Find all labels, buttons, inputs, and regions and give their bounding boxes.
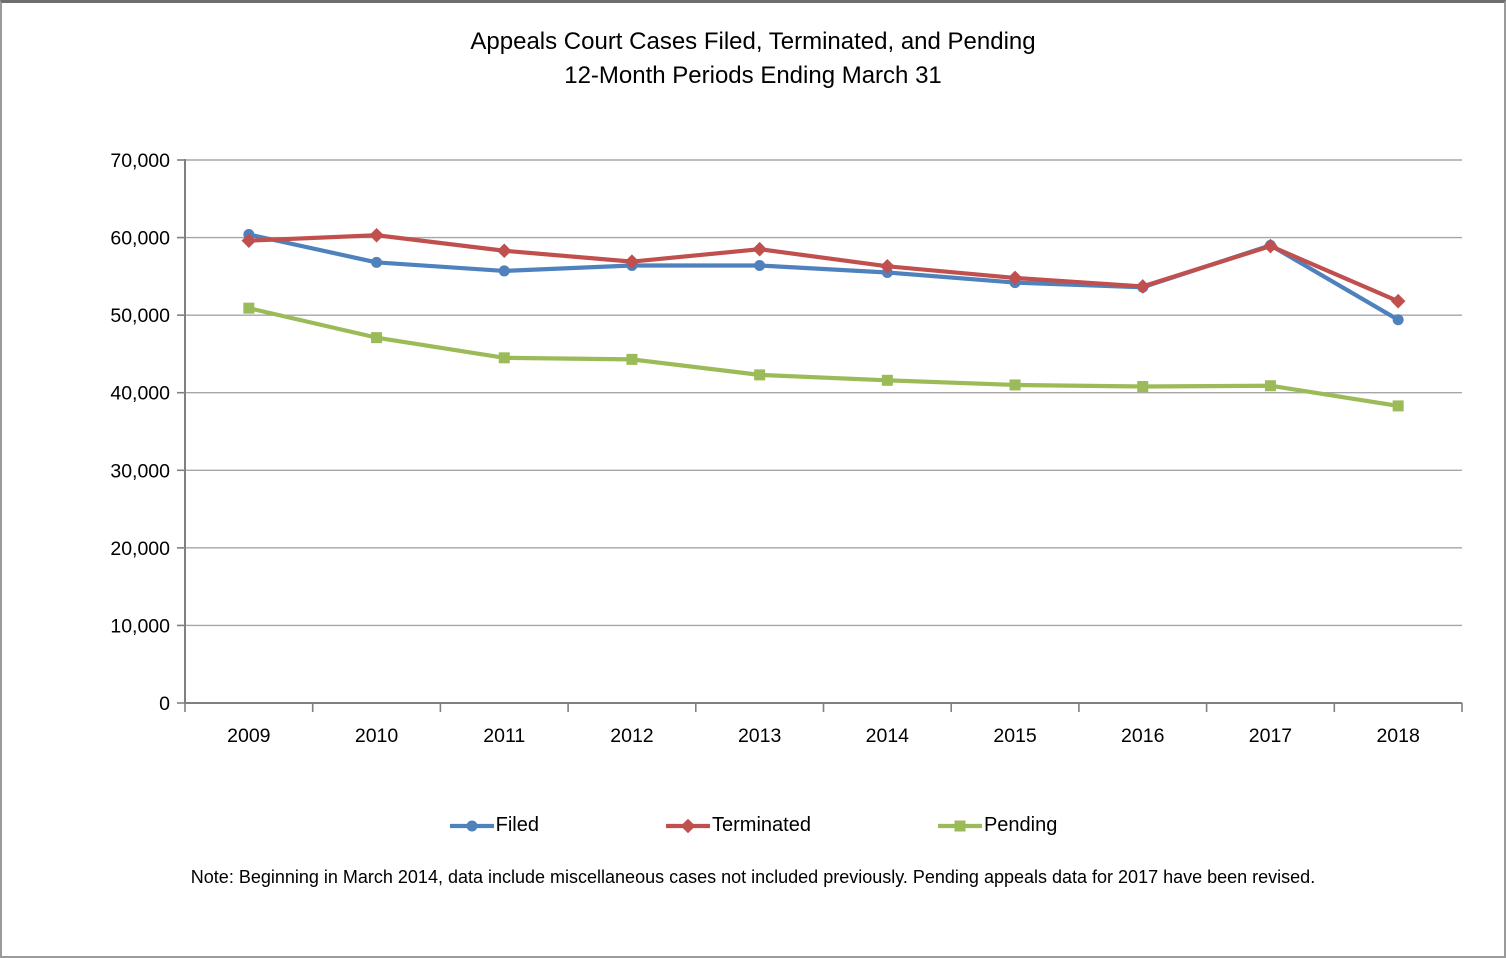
square-marker-icon: [371, 332, 383, 344]
chart-legend: Filed Terminated Pending: [2, 814, 1504, 837]
x-tick-label: 2009: [227, 725, 270, 747]
circle-marker-icon: [1392, 314, 1404, 326]
legend-label: Pending: [983, 814, 1058, 836]
diamond-marker-icon: [1135, 279, 1151, 294]
x-tick-label: 2013: [738, 725, 781, 747]
square-marker-icon: [1264, 380, 1276, 392]
y-tick-label: 70,000: [110, 150, 170, 172]
footnote: Note: Beginning in March 2014, data incl…: [190, 867, 1316, 887]
y-tick-label: 0: [159, 693, 170, 715]
series-markers-filed: [243, 228, 1404, 326]
diamond-marker-icon: [752, 241, 767, 257]
x-tick-label: 2010: [355, 725, 399, 747]
x-tick-label: 2018: [1376, 725, 1419, 747]
series-line-terminated: [246, 233, 1401, 304]
diamond-marker-icon: [369, 227, 384, 243]
diamond-marker-icon: [680, 818, 696, 833]
square-marker-icon: [754, 369, 766, 381]
y-tick-label: 60,000: [110, 228, 170, 250]
plot-area: 0 10,000 20,000 30,000 40,000 50,000 60,000 70,…: [110, 150, 1463, 747]
y-tick-label: 50,000: [110, 305, 170, 327]
diamond-marker-icon: [1390, 293, 1406, 309]
diamond-marker-icon: [1007, 270, 1023, 286]
chart-title-line2: 12-Month Periods Ending March 31: [564, 62, 942, 89]
terminated-line-diamond-icon: [666, 818, 710, 833]
square-marker-icon: [243, 302, 255, 314]
series-markers-pending: [243, 302, 1404, 412]
x-tick-label: 2016: [1121, 725, 1164, 747]
circle-marker-icon: [754, 259, 766, 271]
diamond-marker-icon: [496, 243, 512, 259]
y-tick-label: 20,000: [110, 538, 170, 560]
pending-line-square-icon: [937, 820, 982, 831]
x-tick-label: 2014: [866, 725, 910, 747]
circle-marker-icon: [371, 256, 383, 268]
series-line-filed: [246, 232, 1401, 322]
square-marker-icon: [1009, 379, 1021, 391]
square-marker-icon: [1137, 381, 1149, 393]
square-marker-icon: [498, 352, 510, 364]
legend-item-terminated: Terminated: [665, 814, 811, 837]
y-tick-label: 30,000: [110, 460, 170, 482]
x-tick-label: 2017: [1249, 725, 1292, 747]
diamond-marker-icon: [1263, 238, 1278, 254]
filed-line-circle-icon: [449, 820, 494, 831]
square-marker-icon: [1392, 400, 1404, 412]
legend-label: Filed: [495, 814, 539, 836]
series-line-pending: [246, 306, 1401, 409]
x-tick-label: 2015: [993, 725, 1037, 747]
circle-marker-icon: [466, 820, 478, 831]
series-markers-terminated: [241, 227, 1406, 309]
chart-title-line1: Appeals Court Cases Filed, Terminated, a…: [470, 28, 1036, 55]
diamond-marker-icon: [880, 258, 895, 274]
x-tick-label: 2011: [483, 725, 525, 747]
legend-item-pending: Pending: [937, 814, 1057, 837]
circle-marker-icon: [498, 265, 510, 277]
square-marker-icon: [881, 374, 893, 386]
legend-label: Terminated: [712, 814, 811, 836]
y-tick-label: 40,000: [110, 383, 170, 405]
legend-item-filed: Filed: [449, 814, 539, 837]
diamond-marker-icon: [624, 254, 640, 269]
x-tick-label: 2012: [610, 725, 653, 747]
diamond-marker-icon: [241, 233, 257, 248]
square-marker-icon: [626, 353, 638, 365]
chart-title: Appeals Court Cases Filed, Terminated, a…: [2, 25, 1504, 93]
square-marker-icon: [954, 820, 966, 831]
y-tick-label: 10,000: [110, 615, 170, 637]
